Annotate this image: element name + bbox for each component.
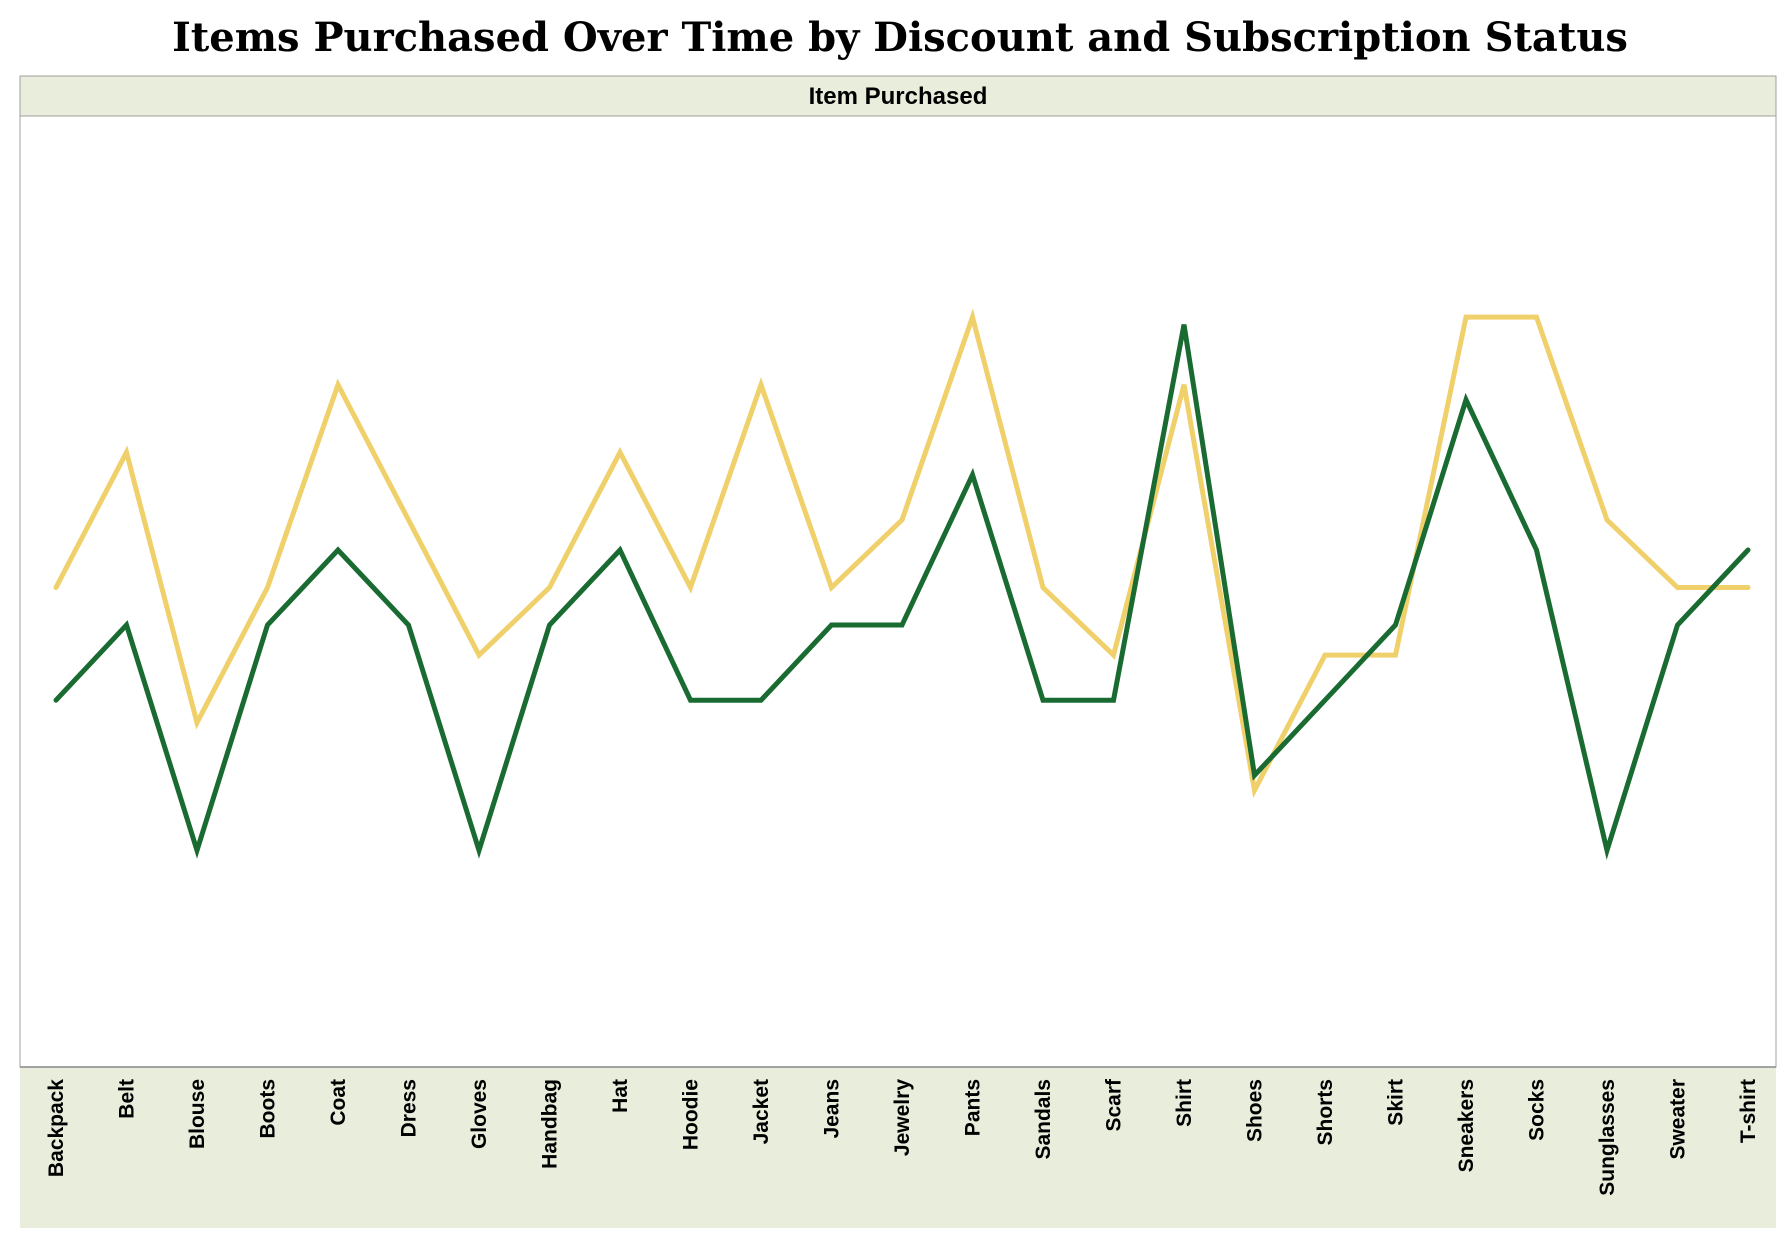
series-1 xyxy=(53,308,1751,799)
x-tick-label: Handbag xyxy=(539,1079,562,1169)
plot-panel xyxy=(19,115,1777,1068)
x-tick-label: Sandals xyxy=(1032,1079,1055,1160)
x-tick-label: Dress xyxy=(398,1079,421,1137)
x-tick-label: Hat xyxy=(609,1079,632,1113)
panel-header-label: Item Purchased xyxy=(809,83,988,110)
x-tick-label: Jeans xyxy=(821,1079,844,1139)
x-axis-band xyxy=(20,1067,1776,1228)
x-tick-label: Backpack xyxy=(45,1079,68,1177)
x-tick-label: Sweater xyxy=(1667,1079,1690,1160)
x-tick-label: Jewelry xyxy=(891,1079,914,1156)
series-2 xyxy=(53,324,1751,860)
x-tick-label: Jacket xyxy=(750,1079,773,1144)
x-tick-label: Hoodie xyxy=(680,1079,703,1150)
x-axis-ticks: Backpack Belt Blouse Boots Coat Dress Gloves Ha… xyxy=(45,1078,1760,1196)
x-tick-label: Sneakers xyxy=(1455,1079,1478,1172)
x-tick-label: Boots xyxy=(257,1079,280,1139)
x-tick-label: Shirt xyxy=(1173,1079,1196,1127)
x-tick-label: Pants xyxy=(962,1079,985,1136)
x-tick-label: Coat xyxy=(327,1079,350,1126)
panel-header-band xyxy=(19,75,1777,117)
x-tick-label: Gloves xyxy=(468,1079,491,1149)
x-tick-label: Sunglasses xyxy=(1596,1079,1619,1196)
x-tick-label: Scarf xyxy=(1103,1078,1126,1132)
x-tick-label: Belt xyxy=(116,1079,139,1119)
x-tick-label: Skirt xyxy=(1385,1079,1408,1126)
x-tick-label: Shorts xyxy=(1314,1079,1337,1146)
chart-title: Items Purchased Over Time by Discount an… xyxy=(172,14,1628,61)
x-tick-label: T-shirt xyxy=(1737,1079,1760,1143)
chart-frame xyxy=(19,75,1777,1228)
x-tick-label: Socks xyxy=(1526,1079,1549,1141)
x-tick-label: Blouse xyxy=(186,1079,209,1149)
x-tick-label: Shoes xyxy=(1244,1079,1267,1142)
series-lines xyxy=(53,308,1751,860)
